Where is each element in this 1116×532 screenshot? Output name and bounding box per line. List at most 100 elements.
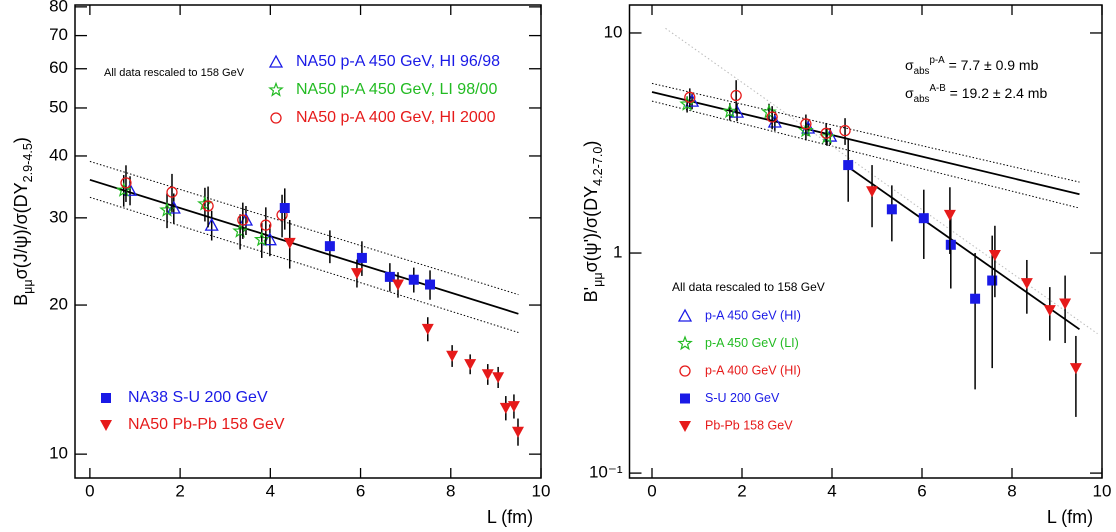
- marker: [270, 112, 282, 124]
- marker: [511, 426, 524, 438]
- marker: [464, 359, 477, 371]
- marker: [820, 127, 832, 139]
- text-part: p-A: [929, 55, 945, 66]
- y-tick-label: 10: [604, 22, 623, 41]
- marker: [987, 275, 998, 286]
- marker: [166, 186, 178, 198]
- text-part: abs: [914, 94, 930, 105]
- x-tick-label: 4: [266, 481, 275, 500]
- x-tick-label: 0: [647, 481, 656, 500]
- legend-label: S-U 200 GeV: [705, 391, 780, 405]
- legend-label: NA50 Pb-Pb 158 GeV: [128, 416, 285, 433]
- text-part: abs: [914, 66, 930, 77]
- legend-label: NA38 S-U 200 GeV: [128, 389, 268, 406]
- marker: [970, 293, 981, 304]
- marker: [356, 252, 367, 263]
- x-tick-label: 6: [356, 481, 365, 500]
- text-part: σ(J/ψ)/σ(DY: [11, 182, 31, 279]
- marker: [421, 323, 434, 335]
- marker: [283, 237, 296, 249]
- marker: [101, 393, 111, 403]
- fit-line: [89, 160, 519, 296]
- text-part: B: [11, 294, 31, 306]
- legend-label: p-A 400 GeV (HI): [705, 363, 801, 377]
- legend-label: Pb-Pb 158 GeV: [705, 418, 793, 432]
- marker: [425, 279, 436, 290]
- marker: [1043, 305, 1056, 317]
- legend-label: NA50 p-A 400 GeV, HI 2000: [296, 109, 496, 126]
- legend-label: NA50 p-A 450 GeV, LI 98/00: [296, 81, 497, 98]
- x-tick-label: 2: [737, 481, 746, 500]
- marker: [499, 402, 512, 414]
- marker: [1069, 363, 1082, 375]
- plot-frame: [74, 4, 542, 479]
- marker: [232, 222, 248, 238]
- y-tick-label: 30: [49, 207, 68, 226]
- marker: [481, 369, 494, 381]
- marker: [492, 372, 505, 384]
- annotation: σabsA-B = 19.2 ± 2.4 mb: [905, 83, 1047, 105]
- marker: [279, 203, 290, 214]
- marker: [866, 186, 879, 198]
- marker: [677, 335, 693, 351]
- y-tick-label: 80: [49, 0, 68, 15]
- marker: [679, 365, 691, 377]
- fit-line: [844, 164, 1081, 331]
- marker: [507, 401, 520, 413]
- marker: [408, 274, 419, 285]
- marker: [918, 213, 929, 224]
- marker: [100, 420, 112, 431]
- marker: [722, 103, 738, 119]
- marker: [886, 204, 897, 215]
- marker: [1059, 298, 1072, 310]
- text-part: μμ: [591, 272, 605, 287]
- marker: [761, 103, 777, 119]
- x-axis-label: L (fm): [487, 507, 533, 527]
- x-tick-label: 2: [175, 481, 184, 500]
- marker: [839, 124, 851, 137]
- marker: [202, 200, 214, 212]
- text-part: ): [11, 137, 31, 143]
- text-part: = 19.2 ± 2.4 mb: [946, 85, 1048, 101]
- marker: [384, 271, 395, 282]
- marker: [446, 350, 459, 362]
- legend-label: p-A 450 GeV (LI): [705, 336, 799, 350]
- marker: [350, 268, 363, 280]
- text-part: B': [581, 287, 601, 302]
- marker: [260, 219, 272, 231]
- marker: [945, 239, 956, 250]
- fit-line: [89, 196, 519, 333]
- marker: [391, 279, 404, 291]
- y-tick-label: 50: [49, 97, 68, 116]
- y-axis-label: Bμμσ(J/ψ)/σ(DY2.9-4.5): [11, 137, 36, 306]
- marker: [324, 241, 335, 252]
- y-axis-label: B'μμσ(ψ')/σ(DY4.2-7.0): [581, 141, 606, 303]
- marker: [237, 214, 249, 226]
- marker: [679, 421, 691, 432]
- annotation: σabsp-A = 7.7 ± 0.9 mb: [905, 55, 1039, 77]
- marker: [843, 160, 854, 171]
- annotation: All data rescaled to 158 GeV: [104, 67, 245, 79]
- marker: [680, 393, 690, 404]
- text-part: 2.9-4.5: [21, 143, 35, 182]
- marker: [988, 249, 1001, 261]
- marker: [766, 111, 778, 123]
- plot-frame: [628, 4, 1103, 479]
- x-tick-label: 0: [85, 481, 94, 500]
- y-tick-label: 20: [49, 295, 68, 314]
- marker: [819, 128, 835, 144]
- text-part: = 7.7 ± 0.9 mb: [945, 57, 1039, 73]
- text-part: A-B: [929, 83, 946, 94]
- y-tick-label: 10: [49, 444, 68, 463]
- text-part: σ: [905, 85, 914, 101]
- y-tick-label: 40: [49, 145, 68, 164]
- marker: [1020, 278, 1033, 290]
- x-tick-label: 4: [827, 481, 836, 500]
- x-tick-label: 8: [1007, 481, 1016, 500]
- x-tick-label: 10: [532, 481, 551, 500]
- text-part: ): [581, 141, 601, 147]
- marker: [115, 182, 132, 197]
- annotation: All data rescaled to 158 GeV: [672, 280, 825, 294]
